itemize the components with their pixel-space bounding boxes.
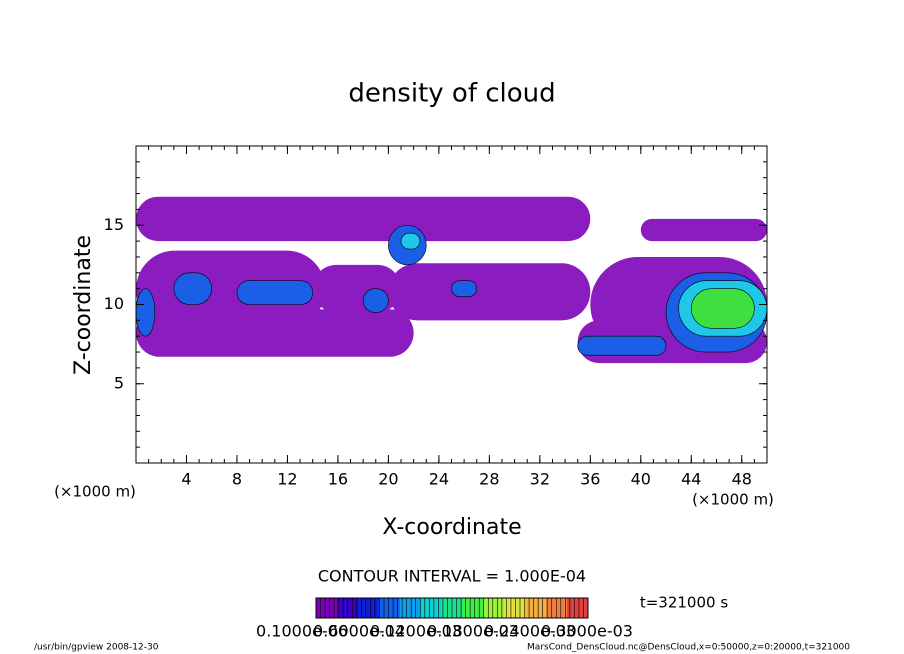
colorbar-label: 0.3000e-03 [541, 622, 633, 641]
cloud-region [451, 280, 478, 297]
x-unit: (×1000 m) [54, 483, 136, 501]
x-tick-label: 24 [429, 470, 449, 489]
y-tick-label: 15 [104, 215, 124, 234]
footer-left: /usr/bin/gpview 2008-12-30 [34, 643, 159, 653]
colorbar-label: 0.2400e-03 [484, 622, 576, 641]
cloud-region [640, 218, 767, 242]
cloud-region [577, 335, 667, 356]
cloud-region [690, 288, 755, 329]
colorbar-cell [567, 598, 589, 618]
x-axis-label: X-coordinate [382, 515, 521, 540]
colorbar-cell [399, 598, 422, 618]
colorbar-label: 0.1800e-03 [427, 622, 519, 641]
cloud-region [136, 250, 326, 329]
cloud-region [173, 272, 213, 305]
x-tick-label: 12 [277, 470, 297, 489]
colorbar-cell [525, 598, 547, 618]
cloud-region [136, 288, 156, 337]
y-tick-label: 10 [104, 294, 124, 313]
cloud-region [400, 232, 421, 250]
cloud-region [388, 263, 591, 321]
x-tick-label: 36 [580, 470, 600, 489]
x-tick-label: 48 [732, 470, 752, 489]
x-tick-label: 44 [681, 470, 701, 489]
colorbar-cell [462, 598, 484, 618]
colorbar-cell [504, 598, 526, 618]
x-unit-right: (×1000 m) [692, 491, 774, 509]
colorbar-cell [316, 598, 338, 618]
colorbar-cell [420, 598, 443, 618]
colorbar-cell [483, 598, 505, 618]
colorbar-cell [546, 598, 568, 618]
x-tick-label: 28 [479, 470, 499, 489]
x-tick-label: 16 [328, 470, 348, 489]
x-tick-label: 20 [378, 470, 398, 489]
x-tick-label: 32 [530, 470, 550, 489]
y-axis-label: Z-coordinate [71, 235, 96, 375]
colorbar-frame [315, 597, 589, 619]
x-tick-label: 4 [181, 470, 191, 489]
field [136, 196, 767, 364]
colorbar-cell [378, 598, 401, 618]
colorbar-label: 0.1200e-03 [370, 622, 462, 641]
cloud-region [362, 288, 389, 313]
y-tick-label: 5 [114, 373, 124, 392]
cloud-region [236, 280, 313, 305]
x-tick-label: 8 [232, 470, 242, 489]
colorbar-label: 0.6000e-04 [313, 622, 405, 641]
contour-interval: CONTOUR INTERVAL = 1.000E-04 [318, 567, 586, 586]
time-label: t=321000 s [640, 594, 728, 612]
cloud-region [136, 196, 591, 242]
footer-right: MarsCond_DensCloud.nc@DensCloud,x=0:5000… [527, 643, 850, 653]
colorbar-label: 0.1000e-06 [256, 622, 348, 641]
chart-title: density of cloud [348, 79, 555, 109]
x-tick-label: 40 [631, 470, 651, 489]
colorbar-cell [357, 598, 380, 618]
cloud-region [136, 309, 414, 357]
